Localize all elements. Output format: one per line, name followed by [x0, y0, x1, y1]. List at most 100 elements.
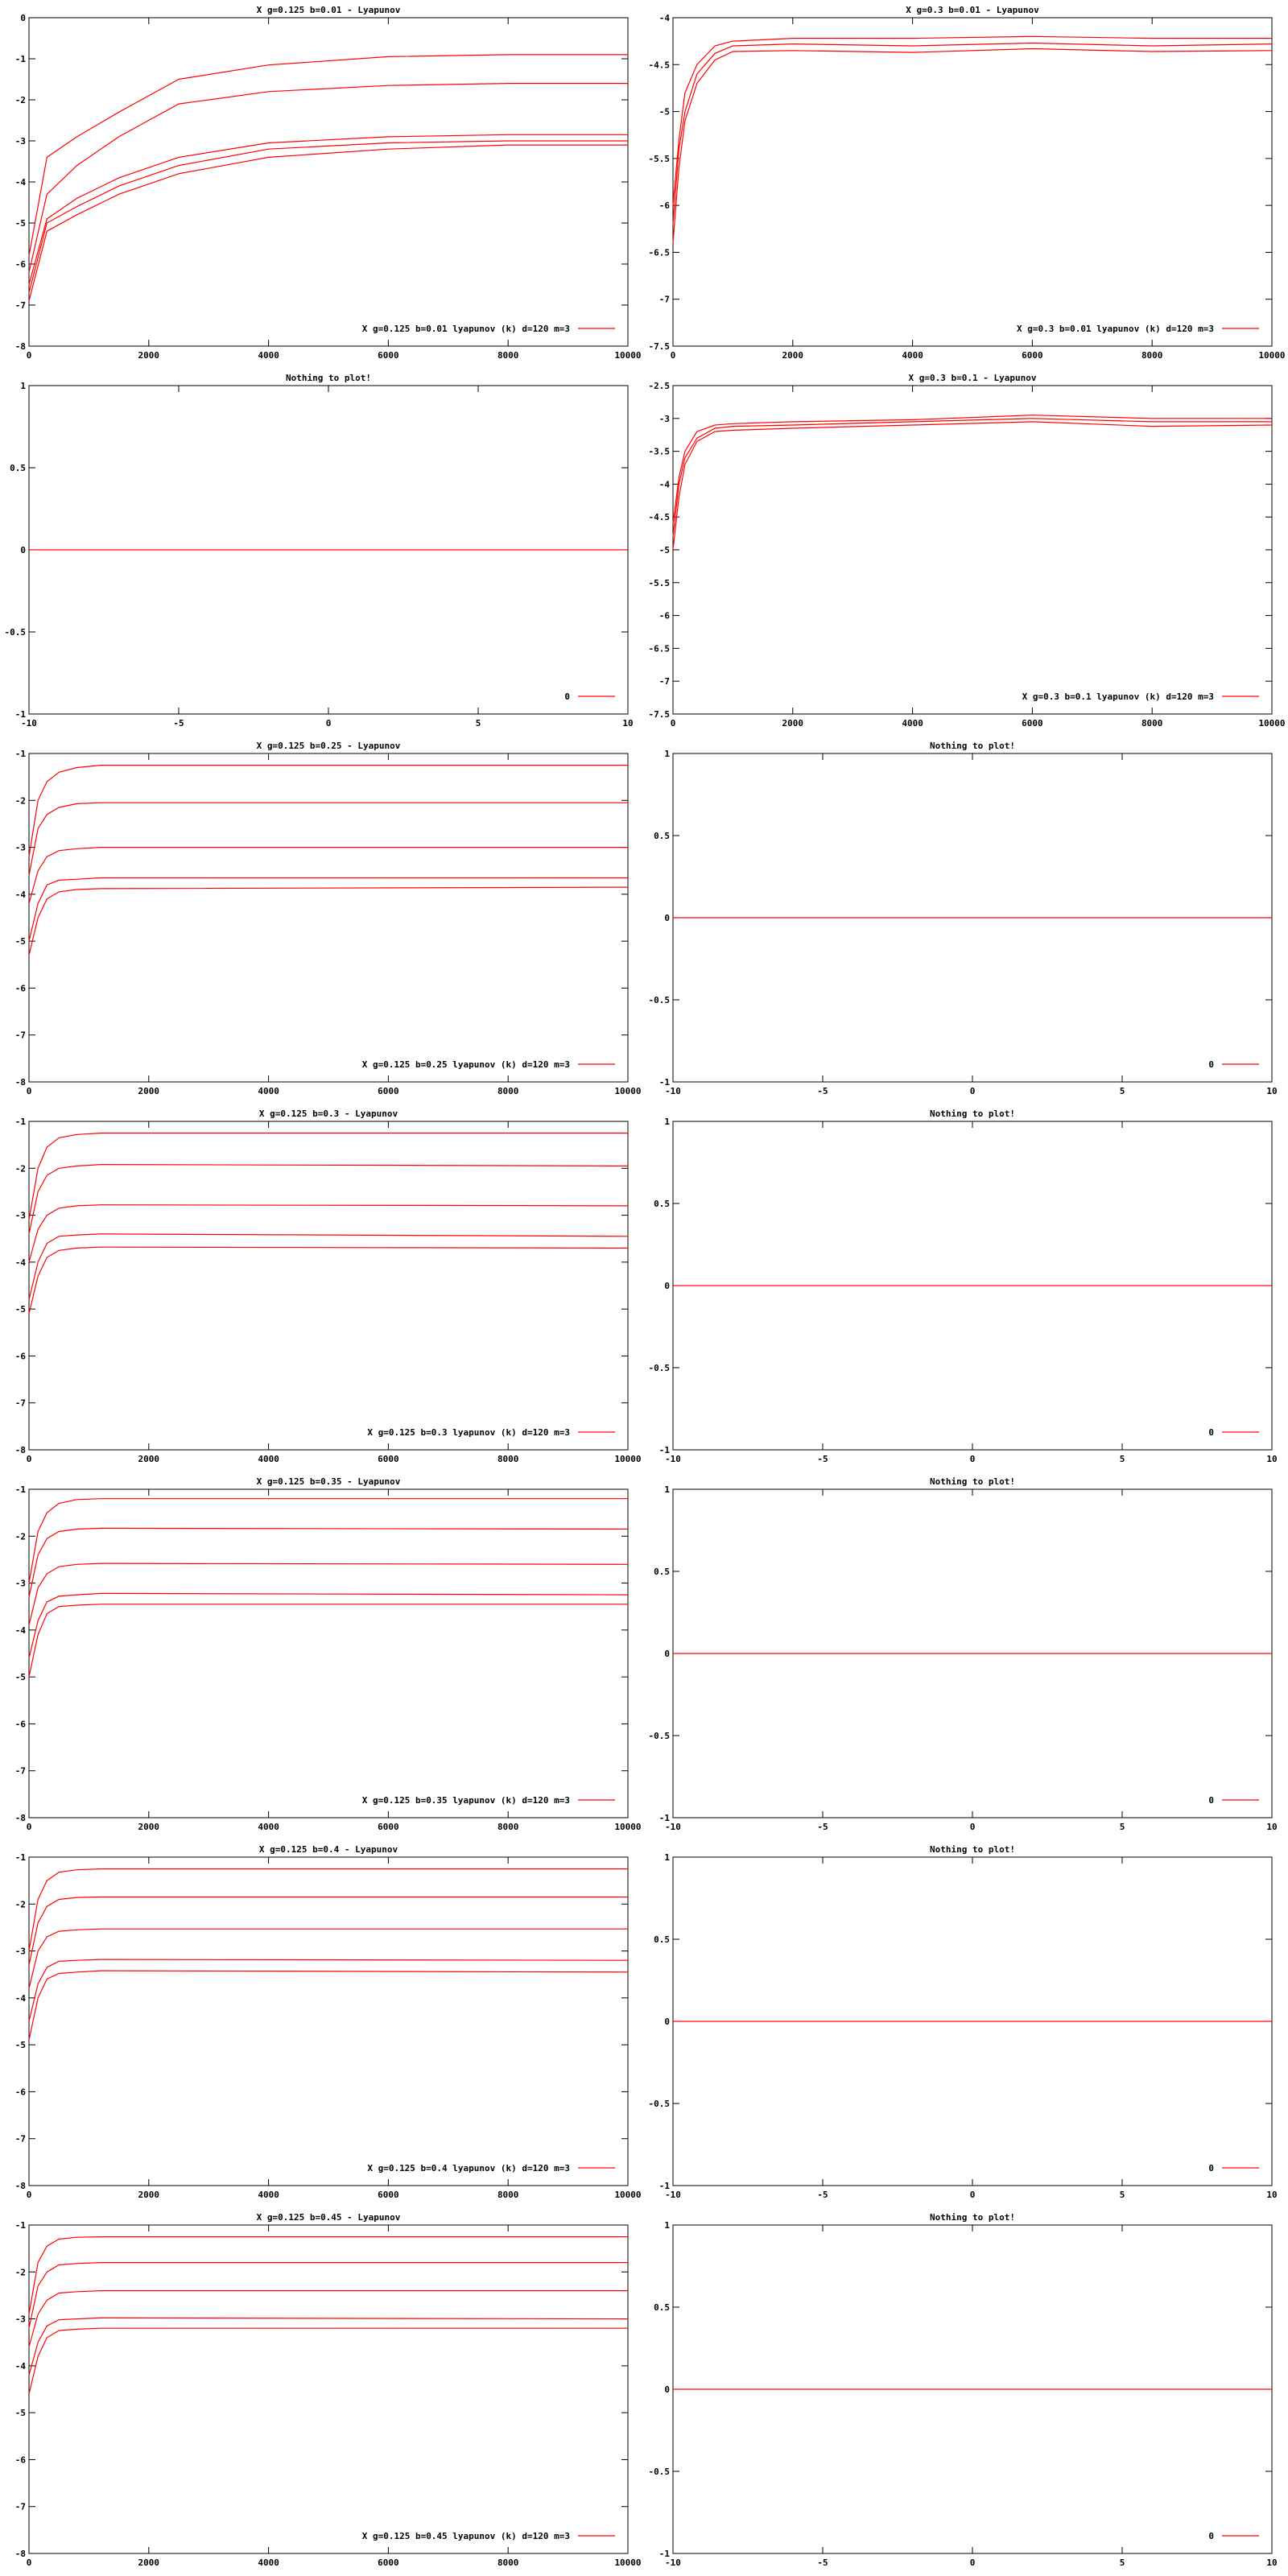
y-tick-label: 1: [664, 1852, 670, 1863]
series-line: [28, 1896, 628, 1966]
x-tick-label: 0: [671, 718, 676, 729]
y-tick-label: -4: [659, 479, 671, 489]
x-tick-label: 0: [671, 350, 676, 361]
x-tick-label: 10: [1266, 2190, 1277, 2200]
x-tick-label: -5: [817, 2190, 828, 2200]
x-tick-label: 5: [1120, 2190, 1125, 2200]
x-tick-label: 5: [1120, 1086, 1125, 1096]
y-tick-label: -8: [15, 2549, 26, 2559]
y-tick-label: -1: [15, 1117, 27, 1127]
y-tick-label: -7: [659, 676, 670, 687]
y-tick-label: -8: [15, 1445, 26, 1455]
x-tick-label: 6000: [378, 1086, 399, 1096]
x-tick-label: 4000: [258, 350, 279, 361]
y-tick-label: -4: [659, 13, 671, 23]
series-line: [28, 1204, 629, 1263]
y-tick-label: -0.5: [649, 995, 671, 1005]
x-tick-label: 0: [27, 2557, 32, 2568]
plot-frame: [28, 1856, 629, 2186]
y-tick-label: 0: [664, 1649, 670, 1659]
plot-frame: [28, 1488, 629, 1818]
y-tick-label: -6: [15, 1719, 27, 1729]
x-tick-label: 6000: [378, 2557, 399, 2568]
x-tick-label: 4000: [258, 1454, 279, 1464]
x-tick-label: 0: [27, 2190, 32, 2200]
series-line: [28, 1527, 629, 1598]
y-tick-label: -2: [15, 1531, 26, 1542]
y-tick-label: -5: [15, 218, 26, 229]
y-tick-label: 0.5: [654, 2302, 670, 2313]
y-tick-label: -4: [15, 177, 27, 188]
series-line: [28, 1132, 628, 1220]
x-tick-label: 0: [970, 2190, 976, 2200]
chart-title: Nothing to plot!: [286, 373, 371, 383]
x-tick-label: 10: [1266, 1454, 1277, 1464]
legend-label: X g=0.125 b=0.4 lyapunov (k) d=120 m=3: [367, 2163, 570, 2174]
series-line: [672, 47, 1273, 243]
x-tick-label: -10: [21, 718, 37, 729]
y-tick-label: -7: [15, 1398, 26, 1409]
y-tick-label: -6: [659, 200, 671, 211]
x-tick-label: 8000: [497, 1086, 519, 1096]
series-line: [28, 134, 628, 285]
x-tick-label: 10: [1266, 2557, 1277, 2568]
y-tick-label: -7: [15, 2502, 26, 2512]
legend-label: X g=0.125 b=0.3 lyapunov (k) d=120 m=3: [367, 1427, 570, 1438]
x-tick-label: 5: [1120, 1822, 1125, 1832]
y-tick-label: -2: [15, 95, 26, 105]
y-tick-label: -2: [15, 2267, 26, 2277]
y-tick-label: -7: [659, 295, 670, 305]
chart-title: X g=0.125 b=0.45 - Lyapunov: [257, 2212, 401, 2223]
y-tick-label: -4: [15, 1993, 27, 2004]
x-tick-label: 8000: [497, 1454, 519, 1464]
y-tick-label: -5: [659, 107, 670, 118]
y-tick-label: -2: [15, 795, 26, 806]
x-tick-label: 10000: [614, 1086, 641, 1096]
series-line: [28, 1563, 629, 1626]
plot-frame: [672, 385, 1273, 715]
y-tick-label: -4.5: [649, 60, 671, 70]
y-tick-label: -1: [659, 1813, 671, 1823]
y-tick-label: -7: [15, 300, 26, 311]
chart-title: X g=0.125 b=0.3 - Lyapunov: [259, 1108, 398, 1119]
chart-svg: X g=0.125 b=0.35 - Lyapunov -8 -7 -6 -5 -4 -3 -…: [15, 1476, 642, 1832]
y-tick-label: -0.5: [649, 2099, 671, 2109]
y-tick-label: 0.5: [654, 1567, 670, 1577]
chart-svg: X g=0.125 b=0.45 - Lyapunov -8 -7 -6 -5 -4 -3 -…: [15, 2212, 642, 2568]
series-line: [672, 421, 1273, 551]
y-tick-label: -1: [15, 1484, 27, 1495]
legend-label: X g=0.125 b=0.35 lyapunov (k) d=120 m=3: [362, 1795, 570, 1806]
y-tick-label: 0: [664, 1281, 670, 1291]
legend-label: X g=0.3 b=0.1 lyapunov (k) d=120 m=3: [1022, 691, 1214, 702]
x-tick-label: 6000: [378, 350, 399, 361]
legend-label: 0: [564, 691, 570, 702]
y-tick-label: -6: [15, 2454, 27, 2465]
series-line: [28, 2327, 628, 2394]
y-tick-label: -6: [15, 259, 27, 270]
y-tick-label: 0: [20, 13, 26, 23]
chart-title: Nothing to plot!: [930, 741, 1015, 751]
series-line: [28, 1959, 629, 2022]
x-tick-label: 8000: [497, 2190, 519, 2200]
y-tick-label: 1: [664, 1117, 670, 1127]
y-tick-label: 1: [664, 1484, 670, 1495]
x-tick-label: 4000: [258, 1086, 279, 1096]
y-tick-label: -5: [659, 545, 670, 555]
chart-panel: Nothing to plot! -1 -0.5 0 0.5 1 -10 -5 0 5 10 0: [644, 2207, 1288, 2575]
y-tick-label: -3: [15, 1579, 26, 1589]
chart-panel: X g=0.125 b=0.01 - Lyapunov -8 -7 -6 -5 -4 -3 -…: [0, 0, 644, 368]
x-tick-label: -10: [665, 1822, 681, 1832]
chart-panel: X g=0.125 b=0.35 - Lyapunov -8 -7 -6 -5 -4 -3 -…: [0, 1472, 644, 1839]
y-tick-label: -4: [15, 2361, 27, 2372]
x-tick-label: 8000: [1141, 718, 1163, 729]
plot-frame: [28, 753, 629, 1083]
x-tick-label: 2000: [138, 2557, 160, 2568]
y-tick-label: -5: [15, 1672, 26, 1682]
series-line: [28, 82, 628, 273]
chart-svg: Nothing to plot! -1 -0.5 0 0.5 1 -10 -5 0 5 10 0: [649, 741, 1278, 1096]
chart-title: X g=0.3 b=0.1 - Lyapunov: [909, 373, 1037, 383]
legend-label: X g=0.3 b=0.01 lyapunov (k) d=120 m=3: [1017, 324, 1214, 334]
y-tick-label: -4: [15, 1257, 27, 1268]
chart-title: X g=0.125 b=0.25 - Lyapunov: [257, 741, 401, 751]
y-tick-label: -5: [15, 2408, 26, 2418]
